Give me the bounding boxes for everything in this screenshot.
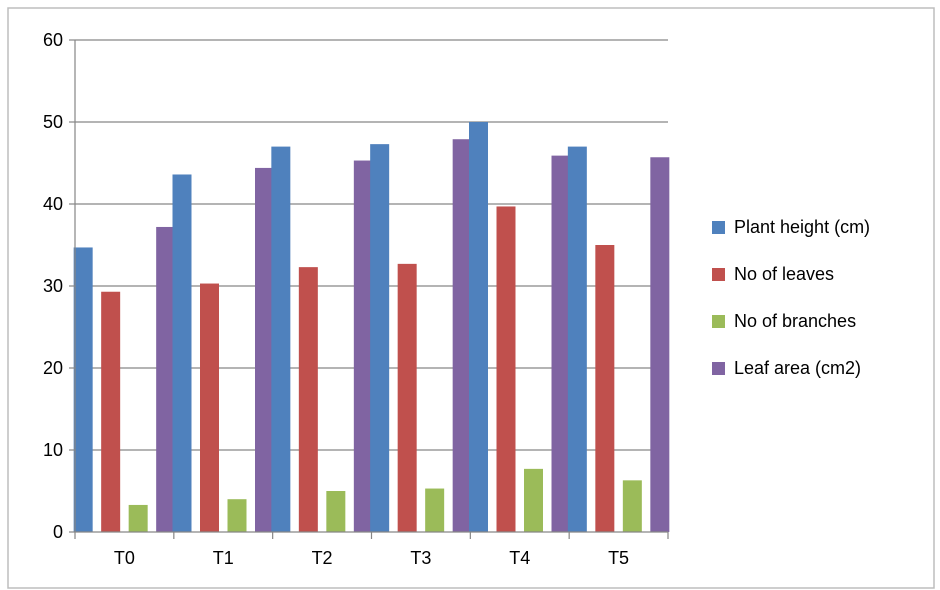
x-tick-label: T0 — [114, 548, 135, 568]
bar-t1-series-2 — [200, 283, 219, 532]
y-axis-tick-labels: 0 10 20 30 40 50 60 — [43, 30, 63, 542]
bars — [73, 122, 670, 533]
legend: Plant height (cm) No of leaves No of branc… — [712, 217, 870, 378]
legend-swatch-3 — [712, 315, 725, 328]
bar-t3-series-4 — [452, 139, 472, 532]
bar-t5-series-4 — [650, 157, 670, 532]
bar-t5-series-1 — [567, 146, 587, 532]
bar-t0-series-2 — [101, 291, 121, 532]
x-tick-label: T3 — [410, 548, 431, 568]
bar-t2-series-1 — [271, 146, 291, 532]
bar-t0-series-4 — [156, 226, 176, 532]
bar-t1-series-1 — [172, 174, 192, 533]
bar-t1-series-4 — [255, 167, 274, 533]
bar-t5-series-2 — [595, 245, 615, 532]
bar-t4-series-2 — [496, 206, 516, 532]
bar-t3-series-3 — [425, 488, 445, 532]
bar-t1-series-3 — [227, 499, 247, 532]
legend-label-1: Plant height (cm) — [734, 217, 870, 237]
x-tick-label: T5 — [608, 548, 629, 568]
y-tick-label: 40 — [43, 194, 63, 214]
legend-label-2: No of leaves — [734, 264, 834, 284]
bar-t2-series-3 — [326, 491, 346, 532]
bar-t3-series-1 — [370, 144, 390, 532]
bar-t0-series-1 — [73, 247, 93, 532]
legend-swatch-2 — [712, 268, 725, 281]
legend-label-3: No of branches — [734, 311, 856, 331]
y-tick-label: 50 — [43, 112, 63, 132]
bar-t2-series-2 — [298, 267, 318, 532]
y-tick-label: 0 — [53, 522, 63, 542]
axes — [69, 39, 669, 539]
bar-t2-series-4 — [353, 160, 373, 533]
bar-t4-series-4 — [551, 155, 571, 532]
x-tick-label: T4 — [509, 548, 530, 568]
x-tick-label: T2 — [312, 548, 333, 568]
y-tick-label: 60 — [43, 30, 63, 50]
bar-t0-series-3 — [128, 504, 148, 532]
x-tick-label: T1 — [213, 548, 234, 568]
x-axis-tick-labels: T0 T1 T2 T3 T4 T5 — [114, 548, 629, 568]
bar-t5-series-3 — [622, 480, 642, 532]
bar-t4-series-3 — [524, 468, 543, 532]
legend-swatch-4 — [712, 362, 725, 375]
y-tick-label: 20 — [43, 358, 63, 378]
bar-t4-series-1 — [469, 122, 488, 532]
y-tick-label: 30 — [43, 276, 63, 296]
legend-swatch-1 — [712, 221, 725, 234]
legend-label-4: Leaf area (cm2) — [734, 358, 861, 378]
y-tick-label: 10 — [43, 440, 63, 460]
bar-t3-series-2 — [397, 263, 417, 532]
